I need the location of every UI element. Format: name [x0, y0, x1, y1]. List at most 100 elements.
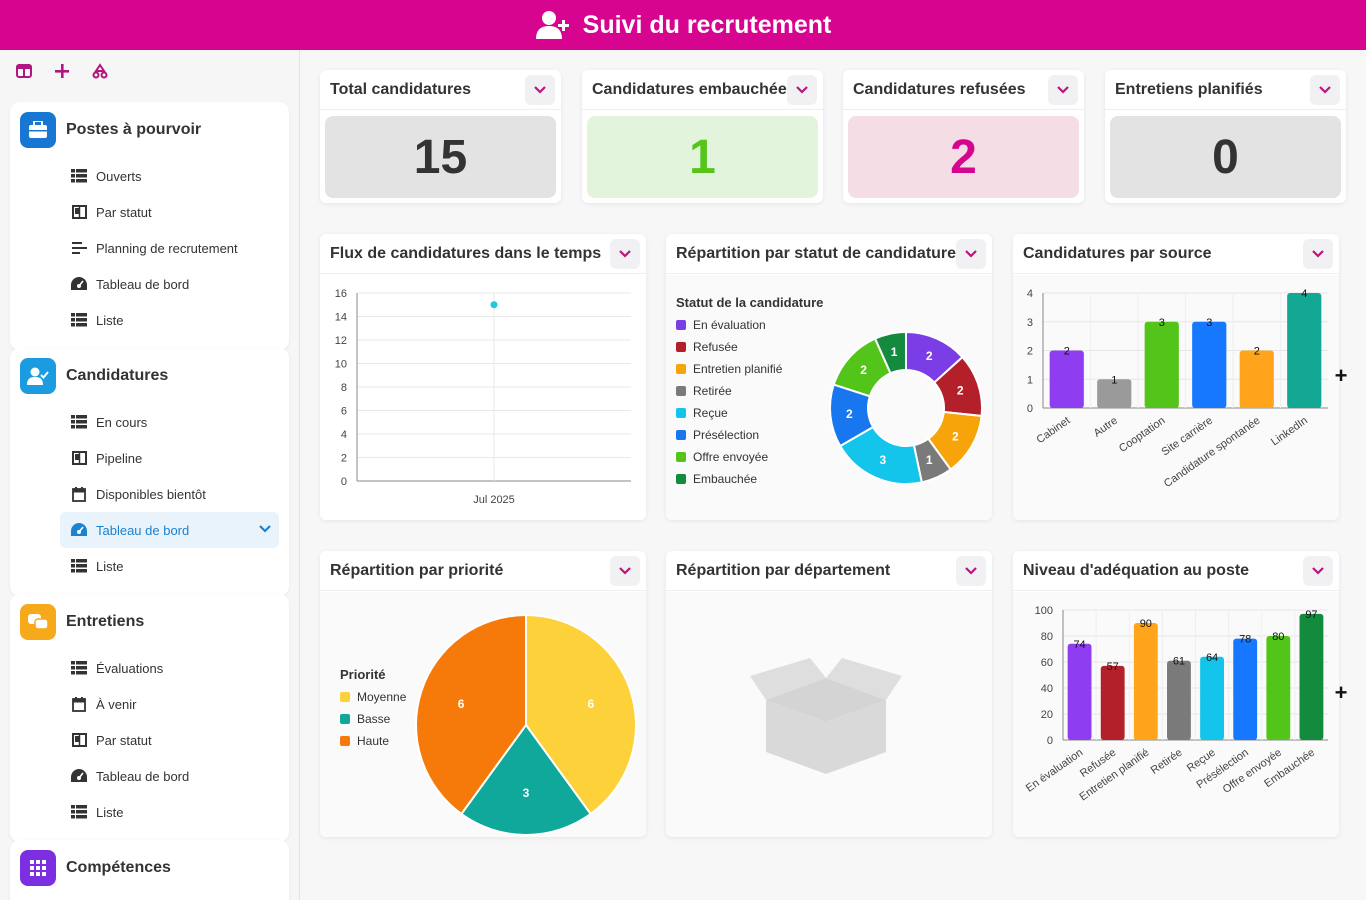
- bar-value-label: 61: [1173, 656, 1185, 668]
- source-menu-button[interactable]: [1303, 238, 1333, 269]
- departement-menu-button[interactable]: [956, 555, 986, 586]
- statut-menu-button[interactable]: [956, 238, 986, 269]
- pie-slice[interactable]: [415, 613, 527, 816]
- recycle-icon: [92, 63, 108, 79]
- bar-value-label: 97: [1305, 609, 1317, 621]
- sidebar-group-header[interactable]: Entretiens: [10, 594, 289, 650]
- bar[interactable]: [1233, 638, 1258, 740]
- pie-slice[interactable]: [525, 613, 637, 816]
- sidebar-item[interactable]: Planning de recrutement: [10, 230, 289, 266]
- kanban-icon: [70, 449, 88, 467]
- sidebar-group: Postes à pourvoir Ouverts Par statut Planni…: [10, 102, 289, 350]
- bar[interactable]: [1049, 350, 1084, 409]
- pie-slice[interactable]: [459, 723, 593, 836]
- list-icon: [70, 167, 88, 185]
- sidebar-item[interactable]: Pipeline: [10, 440, 289, 476]
- source-title: Candidatures par source: [1023, 244, 1212, 262]
- sidebar-item[interactable]: Tableau de bord: [60, 512, 279, 548]
- y-tick-label: 6: [341, 406, 347, 418]
- add-widget-button[interactable]: +: [1331, 363, 1351, 388]
- calendar-icon: [70, 695, 88, 713]
- bar[interactable]: [1144, 321, 1179, 408]
- departement-card: Répartition par département: [666, 551, 992, 837]
- y-tick-label: 8: [341, 382, 347, 394]
- sidebar-item[interactable]: Par statut: [10, 722, 289, 758]
- kpi-menu-button[interactable]: [525, 74, 555, 105]
- sidebar-item-label: Liste: [96, 312, 124, 328]
- list-icon: [70, 803, 88, 821]
- chevron-down-icon: [965, 566, 977, 575]
- kpi-menu-button[interactable]: [1310, 74, 1340, 105]
- bar[interactable]: [1239, 350, 1274, 409]
- sidebar-item[interactable]: Liste: [10, 794, 289, 830]
- add-button[interactable]: [50, 59, 74, 83]
- sidebar-item[interactable]: En cours: [10, 404, 289, 440]
- sidebar-item-label: Tableau de bord: [96, 768, 190, 784]
- sidebar-item[interactable]: Par statut: [10, 194, 289, 230]
- data-point[interactable]: [490, 301, 498, 309]
- legend-swatch: [676, 386, 686, 396]
- kpi-menu-button[interactable]: [787, 74, 817, 105]
- sidebar-group-header[interactable]: Compétences: [10, 840, 289, 896]
- legend-swatch: [676, 430, 686, 440]
- sidebar-item-label: Planning de recrutement: [96, 240, 238, 256]
- workflow-button[interactable]: [88, 59, 112, 83]
- sidebar-item[interactable]: Évaluations: [10, 650, 289, 686]
- sidebar-item[interactable]: Ouverts: [10, 158, 289, 194]
- bar-value-label: 3: [1206, 317, 1212, 329]
- chevron-down-icon[interactable]: [259, 521, 271, 536]
- pie-slice[interactable]: [873, 330, 907, 375]
- bar[interactable]: [1167, 660, 1191, 740]
- bar[interactable]: [1100, 665, 1125, 740]
- empty-box-icon: [750, 658, 902, 774]
- sidebar-group-title: Entretiens: [66, 613, 145, 630]
- bar[interactable]: [1299, 613, 1324, 740]
- kanban-icon: [70, 203, 88, 221]
- plus-icon: +: [1334, 680, 1348, 705]
- y-tick-label: 0: [341, 476, 347, 488]
- kpi-menu-button[interactable]: [1048, 74, 1078, 105]
- kpi-header: Total candidatures: [320, 70, 561, 110]
- kpi-label: Total candidatures: [330, 80, 472, 98]
- statut-card: Répartition par statut de candidature St…: [666, 234, 992, 520]
- sidebar-item[interactable]: À venir: [10, 686, 289, 722]
- bar[interactable]: [1266, 636, 1291, 740]
- priorite-chart: Priorité Moyenne Basse Haute 6 3 6: [340, 613, 637, 836]
- y-tick-label: 0: [1047, 735, 1053, 747]
- bar[interactable]: [1287, 293, 1322, 408]
- bar[interactable]: [1097, 379, 1132, 408]
- sidebar-item[interactable]: Liste: [10, 302, 289, 338]
- chevron-down-icon: [1312, 566, 1324, 575]
- bar[interactable]: [1133, 623, 1158, 740]
- kpi-card: Entretiens planifiés 0: [1105, 70, 1346, 203]
- toggle-sidebar-button[interactable]: [12, 59, 36, 83]
- flux-menu-button[interactable]: [610, 238, 640, 269]
- legend-title: Priorité: [340, 667, 386, 682]
- bar[interactable]: [1067, 643, 1092, 740]
- add-widget-button[interactable]: +: [1331, 680, 1351, 705]
- sidebar-item[interactable]: Tableau de bord: [10, 758, 289, 794]
- bar[interactable]: [1192, 321, 1227, 408]
- gantt-icon: [70, 239, 88, 257]
- sidebar-item-label: À venir: [96, 696, 137, 712]
- priorite-menu-button[interactable]: [610, 555, 640, 586]
- adequation-menu-button[interactable]: [1303, 555, 1333, 586]
- y-tick-label: 4: [1027, 288, 1033, 300]
- sidebar: Postes à pourvoir Ouverts Par statut Planni…: [0, 50, 300, 900]
- panel-icon: [16, 64, 32, 78]
- sidebar-item[interactable]: Tableau de bord: [10, 266, 289, 302]
- bar[interactable]: [1200, 656, 1224, 740]
- sidebar-group-title: Compétences: [66, 859, 171, 876]
- x-tick-label: LinkedIn: [1269, 415, 1310, 449]
- y-tick-label: 4: [341, 429, 347, 441]
- sidebar-group-header[interactable]: Candidatures: [10, 348, 289, 404]
- bar-value-label: 4: [1301, 288, 1307, 300]
- legend-label: Moyenne: [357, 690, 407, 704]
- sidebar-item[interactable]: Liste: [10, 548, 289, 584]
- sidebar-group-header[interactable]: Postes à pourvoir: [10, 102, 289, 158]
- user-check-icon: [20, 358, 56, 394]
- legend-title: Statut de la candidature: [676, 295, 823, 310]
- sidebar-item[interactable]: Disponibles bientôt: [10, 476, 289, 512]
- legend-swatch: [340, 714, 350, 724]
- chevron-down-icon: [1319, 85, 1331, 94]
